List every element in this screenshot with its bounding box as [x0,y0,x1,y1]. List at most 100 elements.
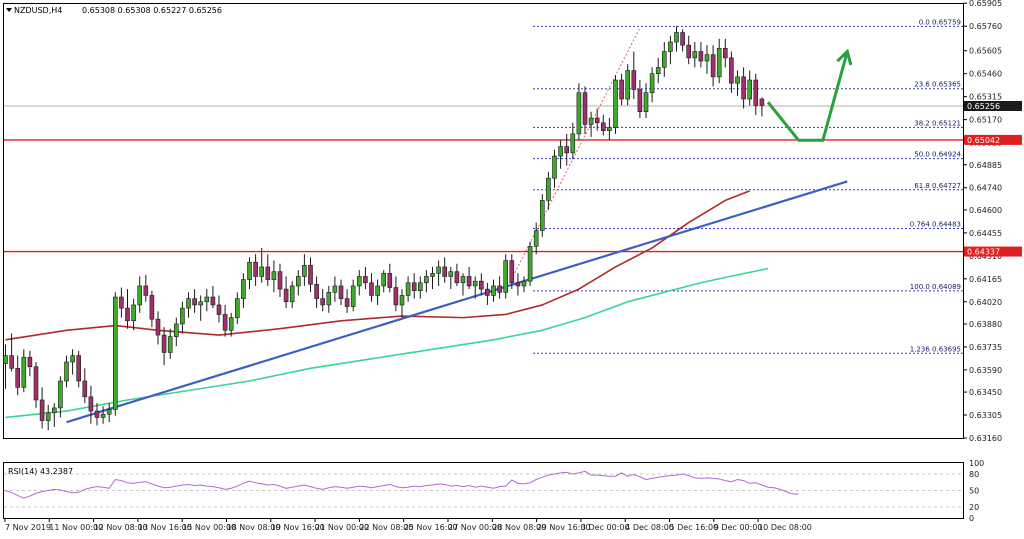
candle-32 [198,295,203,321]
candle-body [515,282,521,287]
candle-87 [533,222,539,255]
candle-73 [448,266,454,290]
candle-10 [64,355,69,388]
candle-59 [363,266,368,290]
candle-body [198,301,203,306]
price-axis: 0.65905 0.65760 0.65605 0.65460 0.65315 0.651… [963,0,1002,443]
candle-22 [137,276,142,313]
rsi-tick-label: 20 [969,503,979,512]
x-tick-label: 15 Nov 00:00 [182,523,236,532]
chart-menu-triangle-icon[interactable] [6,8,12,12]
candle-body [344,298,350,307]
candle-body [314,284,319,299]
candle-118 [722,38,728,68]
rsi-line [5,470,799,499]
candle-body [125,307,130,322]
trendline [66,180,848,424]
candle-69 [424,270,429,293]
candle-50 [308,257,313,293]
candle-body [503,260,509,293]
ma-slow-line [5,267,769,419]
candle-66 [405,276,411,302]
candle-body [417,282,423,291]
candle-116 [710,45,716,87]
y-tick-label: 0.64455 [969,229,1002,238]
fibonacci-levels: 0.0 0.65759 23.6 0.65365 38.2 0.65121 50.0 … [505,18,963,354]
candle-89 [546,171,551,210]
y-tick-label: 0.64020 [969,298,1002,307]
candle-64 [393,276,399,312]
candles [3,26,765,431]
candle-16 [100,406,106,424]
candle-body [735,76,740,84]
candle-8 [51,403,57,427]
candle-113 [692,42,698,68]
candle-51 [314,276,319,309]
candle-75 [460,273,466,296]
candle-52 [320,289,326,312]
candle-body [472,280,478,287]
candle-99 [607,118,612,141]
candle-body [216,304,222,315]
candle-body [277,271,283,290]
candle-55 [338,279,344,305]
candle-68 [417,276,423,299]
current-price-box [964,101,1022,112]
candle-60 [369,273,374,302]
candle-111 [680,29,685,52]
y-tick-label: 0.63590 [969,366,1002,375]
candle-54 [332,276,338,302]
candle-39 [241,273,246,309]
candle-body [308,265,313,285]
candle-7 [45,404,51,431]
candle-101 [619,73,624,106]
candle-body [704,54,710,62]
candle-body [527,246,533,282]
candle-body [332,285,338,293]
candle-body [680,32,685,46]
fib-level-label-6: 100.0 0.64089 [910,283,961,291]
candle-body [668,41,673,52]
candle-71 [436,260,441,286]
candle-117 [716,38,722,84]
support-price-box [964,246,1022,257]
candle-body [631,70,637,90]
rsi-pane-frame [3,462,964,519]
price-pane-frame [3,3,964,439]
candle-12 [76,350,81,388]
candle-72 [442,257,448,283]
candle-67 [411,273,417,299]
candle-107 [655,57,661,84]
candle-34 [210,285,216,309]
candle-body [381,272,387,287]
candle-body [149,295,155,320]
y-tick-label: 0.65905 [969,0,1002,8]
candle-body [710,54,716,78]
candle-62 [381,270,387,293]
projection-arrow-group [766,48,853,142]
candle-70 [430,266,435,290]
candle-63 [387,263,393,293]
x-tick-label: 10 Dec 08:00 [758,523,812,532]
candle-body [302,265,307,277]
candle-body [594,117,600,124]
candle-body [76,355,81,382]
candle-body [241,279,246,299]
y-tick-label: 0.65760 [969,22,1002,31]
candle-body [521,280,527,287]
candle-body [411,282,417,291]
trendline-group [66,180,848,424]
candle-body [698,51,704,62]
candle-body [454,271,460,284]
candle-82 [503,254,509,299]
candle-body [259,266,265,277]
candle-body [405,282,411,296]
candle-body [509,260,515,284]
candle-94 [576,83,582,141]
ohlc-label: 0.65308 0.65308 0.65227 0.65256 [82,6,222,15]
candle-body [497,285,502,293]
fib-level-label-4: 61.8 0.64727 [914,182,961,190]
projection-arrow-head [836,48,853,66]
